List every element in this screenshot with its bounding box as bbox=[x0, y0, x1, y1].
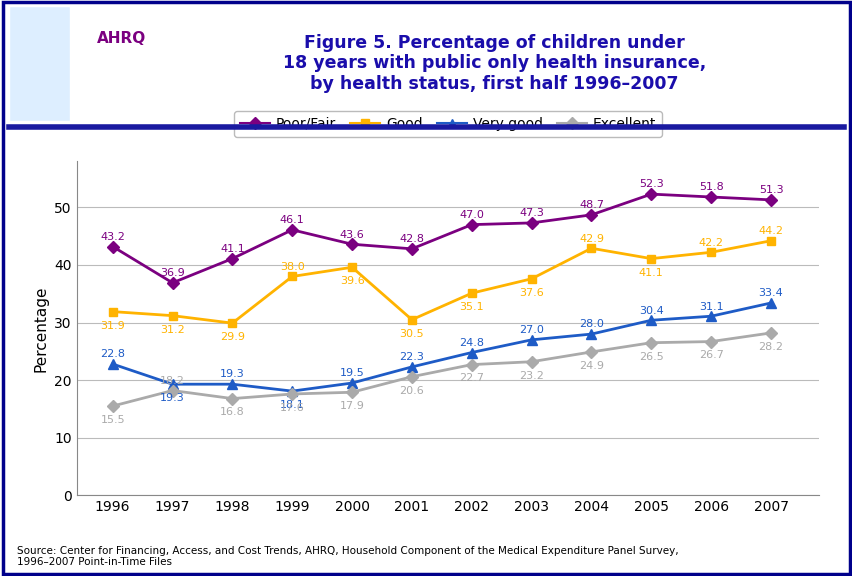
Text: 24.9: 24.9 bbox=[579, 361, 603, 371]
Text: 37.6: 37.6 bbox=[519, 287, 544, 298]
Text: 52.3: 52.3 bbox=[638, 179, 663, 190]
Text: 19.3: 19.3 bbox=[220, 369, 245, 380]
FancyBboxPatch shape bbox=[9, 6, 70, 121]
Text: 47.3: 47.3 bbox=[519, 208, 544, 218]
Text: AHRQ: AHRQ bbox=[97, 31, 147, 46]
Text: 19.5: 19.5 bbox=[339, 368, 364, 378]
Text: 17.6: 17.6 bbox=[279, 403, 304, 413]
Text: 31.1: 31.1 bbox=[698, 301, 722, 312]
Text: 42.9: 42.9 bbox=[579, 233, 603, 244]
Text: 39.6: 39.6 bbox=[339, 276, 364, 286]
Text: Source: Center for Financing, Access, and Cost Trends, AHRQ, Household Component: Source: Center for Financing, Access, an… bbox=[17, 546, 678, 567]
Text: 22.8: 22.8 bbox=[100, 349, 125, 359]
Text: 41.1: 41.1 bbox=[638, 267, 663, 278]
Text: 41.1: 41.1 bbox=[220, 244, 245, 254]
Text: 16.8: 16.8 bbox=[220, 407, 245, 418]
Text: 43.6: 43.6 bbox=[339, 229, 364, 240]
Text: 44.2: 44.2 bbox=[757, 226, 783, 236]
Text: 43.2: 43.2 bbox=[101, 232, 125, 242]
Text: 46.1: 46.1 bbox=[279, 215, 304, 225]
Text: 22.3: 22.3 bbox=[399, 352, 423, 362]
Text: 51.8: 51.8 bbox=[698, 182, 722, 192]
Text: 51.3: 51.3 bbox=[757, 185, 782, 195]
Text: 28.0: 28.0 bbox=[579, 319, 603, 329]
Text: 36.9: 36.9 bbox=[160, 268, 185, 278]
Text: 33.4: 33.4 bbox=[757, 288, 782, 298]
Text: 31.9: 31.9 bbox=[101, 320, 125, 331]
Text: 23.2: 23.2 bbox=[519, 370, 544, 381]
Text: 42.8: 42.8 bbox=[399, 234, 424, 244]
Text: Health Care: Health Care bbox=[99, 86, 145, 96]
Text: 29.9: 29.9 bbox=[220, 332, 245, 342]
Text: 47.0: 47.0 bbox=[458, 210, 484, 220]
Text: 18.1: 18.1 bbox=[279, 400, 304, 410]
Text: 28.2: 28.2 bbox=[757, 342, 783, 352]
Text: 42.2: 42.2 bbox=[698, 237, 722, 248]
Text: Advancing: Advancing bbox=[101, 59, 142, 68]
Text: Figure 5. Percentage of children under
18 years with public only health insuranc: Figure 5. Percentage of children under 1… bbox=[283, 33, 705, 93]
Text: 26.5: 26.5 bbox=[638, 351, 663, 362]
Text: 31.2: 31.2 bbox=[160, 324, 185, 335]
Text: 22.7: 22.7 bbox=[458, 373, 484, 384]
Text: 19.3: 19.3 bbox=[160, 393, 185, 403]
Text: 35.1: 35.1 bbox=[459, 302, 483, 312]
Text: 18.2: 18.2 bbox=[160, 376, 185, 386]
Legend: Poor/Fair, Good, Very good, Excellent: Poor/Fair, Good, Very good, Excellent bbox=[233, 111, 661, 137]
Y-axis label: Percentage: Percentage bbox=[34, 285, 49, 372]
Text: 48.7: 48.7 bbox=[579, 200, 603, 210]
Text: 20.6: 20.6 bbox=[399, 385, 423, 396]
Text: 30.4: 30.4 bbox=[638, 305, 663, 316]
Text: 24.8: 24.8 bbox=[458, 338, 484, 348]
Text: 26.7: 26.7 bbox=[698, 350, 722, 361]
Text: 27.0: 27.0 bbox=[519, 325, 544, 335]
Text: Excellence in: Excellence in bbox=[97, 73, 147, 82]
Text: 38.0: 38.0 bbox=[279, 262, 304, 272]
Text: 30.5: 30.5 bbox=[399, 328, 423, 339]
Text: 17.9: 17.9 bbox=[339, 401, 364, 411]
Text: 15.5: 15.5 bbox=[101, 415, 125, 425]
